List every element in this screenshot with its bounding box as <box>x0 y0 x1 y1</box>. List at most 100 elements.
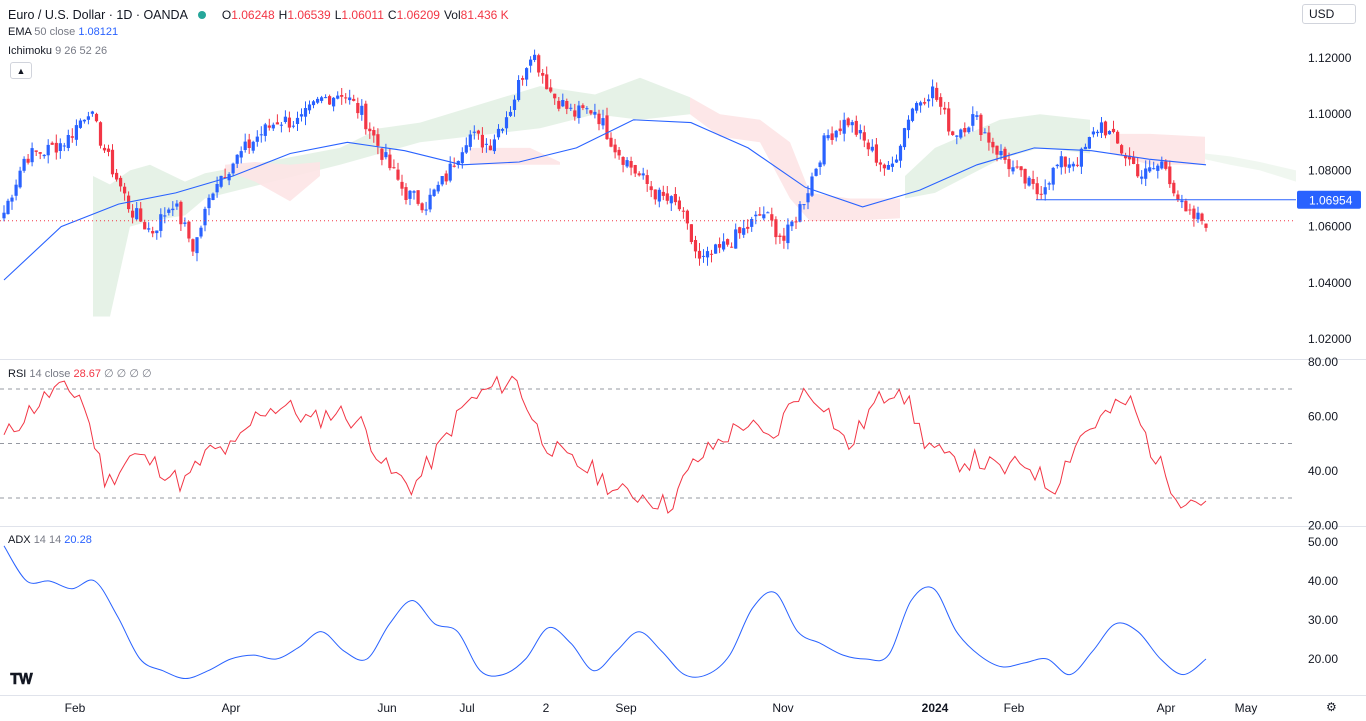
candle[interactable] <box>1095 129 1100 137</box>
candle[interactable] <box>935 82 939 102</box>
candle[interactable] <box>826 129 830 141</box>
candle[interactable] <box>408 190 412 206</box>
candle[interactable] <box>1063 156 1067 174</box>
candle[interactable] <box>1071 161 1075 172</box>
time-tick-label[interactable]: Sep <box>615 701 637 715</box>
candle[interactable] <box>496 124 501 140</box>
price-axis[interactable]: 1.12000 1.10000 1.08000 1.06000 1.04000 1.020… <box>65 51 1361 715</box>
candle[interactable] <box>324 94 328 99</box>
candle[interactable] <box>633 164 637 177</box>
candle[interactable] <box>943 101 947 115</box>
candle[interactable] <box>882 163 886 176</box>
candle[interactable] <box>665 186 669 205</box>
candle[interactable] <box>287 111 291 133</box>
candle[interactable] <box>171 201 175 216</box>
candle[interactable] <box>1035 176 1039 200</box>
candle[interactable] <box>850 119 854 133</box>
rsi-legend[interactable]: RSI 14 close 28.67 ∅ ∅ ∅ ∅ <box>8 367 152 380</box>
candle[interactable] <box>685 209 689 230</box>
candle[interactable] <box>915 101 919 114</box>
candle[interactable] <box>468 130 472 151</box>
candle[interactable] <box>179 200 183 232</box>
candle[interactable] <box>1132 151 1136 165</box>
candle[interactable] <box>762 206 766 221</box>
candle[interactable] <box>98 121 103 149</box>
candle[interactable] <box>86 111 90 125</box>
candle[interactable] <box>424 201 428 216</box>
candle[interactable] <box>553 93 557 105</box>
candle[interactable] <box>549 79 553 94</box>
candle[interactable] <box>866 139 870 156</box>
candle[interactable] <box>291 121 295 129</box>
candle[interactable] <box>444 170 448 185</box>
candle[interactable] <box>854 115 858 137</box>
candle[interactable] <box>203 206 207 232</box>
candle[interactable] <box>774 216 778 245</box>
candle[interactable] <box>500 127 505 134</box>
candle[interactable] <box>255 130 259 147</box>
candle[interactable] <box>307 100 312 114</box>
candle[interactable] <box>175 200 179 210</box>
candle[interactable] <box>440 176 444 187</box>
rsi-pane[interactable] <box>0 375 1296 514</box>
candle[interactable] <box>344 93 348 104</box>
candle[interactable] <box>504 111 509 135</box>
candle[interactable] <box>316 96 320 105</box>
candle[interactable] <box>380 147 384 166</box>
candle[interactable] <box>1111 120 1116 134</box>
time-tick-label[interactable]: 2024 <box>922 701 949 715</box>
candle[interactable] <box>661 185 665 201</box>
candle[interactable] <box>436 181 440 194</box>
candle[interactable] <box>247 133 251 154</box>
candle[interactable] <box>488 139 492 151</box>
candle[interactable] <box>332 97 336 112</box>
candle[interactable] <box>585 106 589 114</box>
candle[interactable] <box>625 157 629 169</box>
tradingview-logo-icon[interactable]: 𝐓𝐖 <box>10 671 33 688</box>
candle[interactable] <box>464 137 468 154</box>
candle[interactable] <box>529 56 533 73</box>
candle[interactable] <box>910 107 915 123</box>
candle[interactable] <box>1019 166 1023 177</box>
candle[interactable] <box>939 93 943 115</box>
candle[interactable] <box>1055 163 1059 169</box>
candle[interactable] <box>681 207 685 219</box>
candle[interactable] <box>78 118 82 129</box>
candle[interactable] <box>512 95 517 117</box>
candle[interactable] <box>1204 223 1208 232</box>
time-tick-label[interactable]: Apr <box>1157 701 1176 715</box>
candle[interactable] <box>1116 130 1120 144</box>
candle[interactable] <box>533 49 537 63</box>
candle[interactable] <box>259 126 263 143</box>
candle[interactable] <box>1200 212 1204 225</box>
candle[interactable] <box>613 138 617 159</box>
candle[interactable] <box>701 249 706 263</box>
time-tick-label[interactable]: Feb <box>1004 701 1025 715</box>
candle[interactable] <box>689 224 693 245</box>
candle[interactable] <box>364 100 368 135</box>
candle[interactable] <box>846 117 850 128</box>
candle[interactable] <box>778 233 782 244</box>
candle[interactable] <box>183 217 187 227</box>
candle[interactable] <box>1144 160 1148 186</box>
candle[interactable] <box>14 179 18 201</box>
candle[interactable] <box>2 205 6 222</box>
candle[interactable] <box>135 202 139 221</box>
candle[interactable] <box>649 181 653 198</box>
candle[interactable] <box>267 118 271 131</box>
candle[interactable] <box>705 246 710 266</box>
candle[interactable] <box>123 182 127 201</box>
candle[interactable] <box>235 154 239 168</box>
candle[interactable] <box>734 223 738 249</box>
candle[interactable] <box>810 172 814 197</box>
candle[interactable] <box>50 141 54 145</box>
time-tick-label[interactable]: Apr <box>222 701 241 715</box>
candle[interactable] <box>66 129 70 152</box>
candle[interactable] <box>1103 120 1108 139</box>
candle[interactable] <box>283 110 287 124</box>
candle[interactable] <box>1107 130 1112 135</box>
candle[interactable] <box>798 201 802 223</box>
candle[interactable] <box>999 144 1003 160</box>
candle[interactable] <box>581 103 585 111</box>
candle[interactable] <box>1152 161 1156 170</box>
